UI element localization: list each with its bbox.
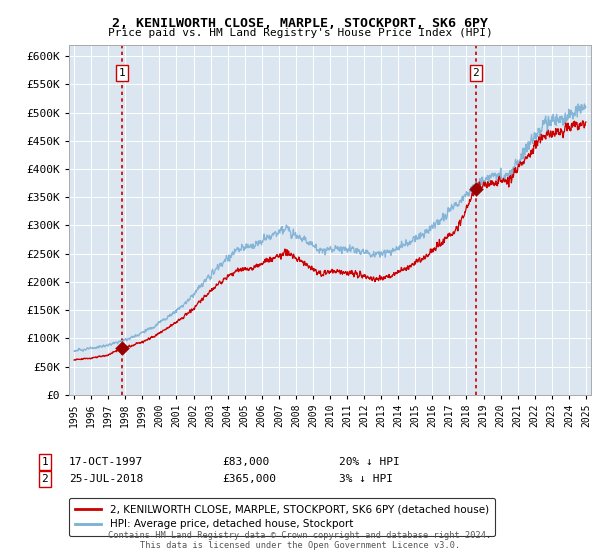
Text: Contains HM Land Registry data © Crown copyright and database right 2024.
This d: Contains HM Land Registry data © Crown c… (109, 530, 491, 550)
Text: 2: 2 (41, 474, 49, 484)
Text: 3% ↓ HPI: 3% ↓ HPI (339, 474, 393, 484)
Point (117, 343, 127, 352)
Text: 1: 1 (41, 457, 49, 467)
Text: 25-JUL-2018: 25-JUL-2018 (69, 474, 143, 484)
Text: Price paid vs. HM Land Registry's House Price Index (HPI): Price paid vs. HM Land Registry's House … (107, 28, 493, 38)
Text: £365,000: £365,000 (222, 474, 276, 484)
Text: £83,000: £83,000 (222, 457, 269, 467)
Text: 2: 2 (472, 68, 479, 78)
Text: 1: 1 (118, 68, 125, 78)
Point (471, 184, 481, 193)
Legend: 2, KENILWORTH CLOSE, MARPLE, STOCKPORT, SK6 6PY (detached house), HPI: Average p: 2, KENILWORTH CLOSE, MARPLE, STOCKPORT, … (69, 498, 495, 536)
Text: 17-OCT-1997: 17-OCT-1997 (69, 457, 143, 467)
Text: 2, KENILWORTH CLOSE, MARPLE, STOCKPORT, SK6 6PY: 2, KENILWORTH CLOSE, MARPLE, STOCKPORT, … (112, 17, 488, 30)
Text: 20% ↓ HPI: 20% ↓ HPI (339, 457, 400, 467)
